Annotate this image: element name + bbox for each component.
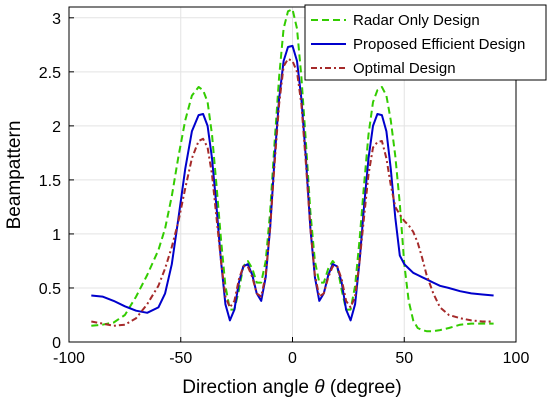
x-tick-label: -50 <box>169 350 192 367</box>
legend-label-proposed-efficient-design: Proposed Efficient Design <box>353 36 525 53</box>
x-tick-label: 0 <box>288 350 297 367</box>
y-tick-label: 1.5 <box>39 173 61 190</box>
legend-label-radar-only-design: Radar Only Design <box>353 12 480 29</box>
y-tick-label: 0.5 <box>39 281 61 298</box>
y-tick-label: 0 <box>52 335 61 352</box>
legend-label-optimal-design: Optimal Design <box>353 60 456 77</box>
axis-ticks: -100 -50 0 50 100 0 0.5 1 1.5 2 2.5 3 <box>39 11 530 367</box>
legend: Radar Only Design Proposed Efficient Desi… <box>304 4 547 81</box>
y-tick-label: 2 <box>52 119 61 136</box>
legend-box <box>304 4 547 81</box>
y-tick-label: 1 <box>52 227 61 244</box>
y-axis-label: Beampattern <box>4 121 25 230</box>
series-lines <box>91 8 494 333</box>
x-axis-label: Direction angle θ (degree) <box>182 377 401 398</box>
y-tick-label: 2.5 <box>39 65 61 82</box>
x-tick-label: 100 <box>503 350 530 367</box>
x-tick-label: -100 <box>53 350 85 367</box>
series-line-optimal-design <box>91 57 494 327</box>
x-tick-label: 50 <box>395 350 413 367</box>
series-line-radar-only-design <box>91 8 494 333</box>
y-tick-label: 3 <box>52 11 61 28</box>
